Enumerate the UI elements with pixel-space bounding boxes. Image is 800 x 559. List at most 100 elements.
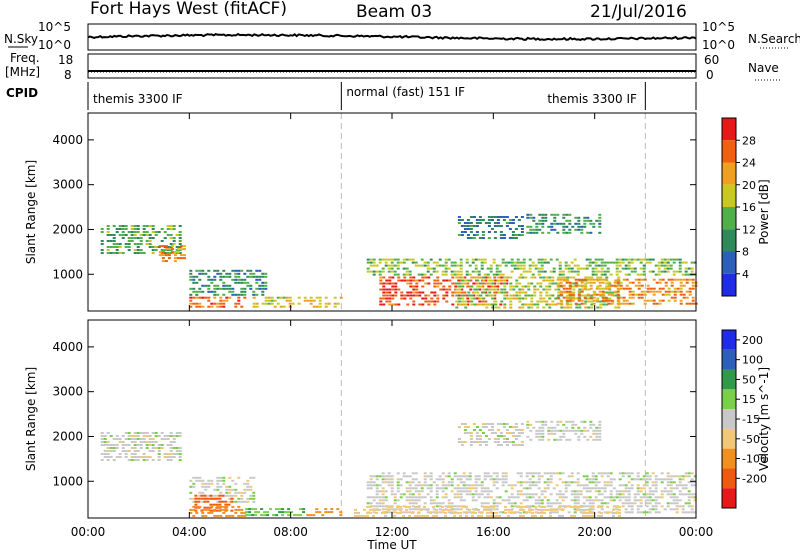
heatmap-cell [486, 267, 490, 270]
heatmap-cell [606, 472, 610, 475]
heatmap-cell [504, 508, 507, 511]
heatmap-cell [315, 508, 319, 511]
heatmap-cell [538, 228, 542, 231]
heatmap-cell [577, 429, 581, 432]
heatmap-cell [237, 505, 241, 508]
heatmap-cell [509, 306, 513, 309]
heatmap-cell [551, 294, 555, 297]
heatmap-cell [306, 299, 310, 302]
heatmap-cell [133, 435, 137, 437]
colorbar-segment [722, 118, 736, 141]
heatmap-cell [476, 303, 480, 306]
heatmap-cell [393, 496, 397, 499]
heatmap-cell [598, 216, 602, 219]
heatmap-cell [459, 505, 463, 508]
heatmap-cell [249, 485, 253, 488]
heatmap-cell [385, 294, 389, 297]
colorbar-segment [722, 389, 736, 410]
heatmap-cell [203, 494, 207, 497]
heatmap-cell [387, 478, 391, 481]
heatmap-cell [179, 254, 183, 257]
heatmap-cell [587, 300, 591, 303]
heatmap-cell [577, 278, 581, 281]
heatmap-cell [628, 281, 632, 284]
heatmap-cell [145, 441, 149, 443]
heatmap-cell [463, 225, 467, 227]
heatmap-cell [537, 273, 541, 276]
heatmap-cell [372, 261, 376, 264]
heatmap-cell [481, 423, 485, 425]
heatmap-cell [382, 291, 386, 294]
heatmap-cell [492, 502, 496, 505]
heatmap-cell [210, 511, 214, 514]
heatmap-cell [654, 502, 658, 505]
heatmap-cell [566, 276, 570, 279]
heatmap-cell [520, 444, 524, 446]
heatmap-cell [658, 287, 662, 290]
heatmap-cell [198, 290, 202, 293]
heatmap-cell [465, 484, 469, 487]
heatmap-cell [151, 252, 155, 254]
heatmap-cell [489, 475, 493, 478]
heatmap-cell [429, 511, 432, 514]
heatmap-cell [406, 303, 410, 306]
heatmap-cell [494, 300, 498, 303]
heatmap-cell [579, 490, 583, 493]
heatmap-cell [546, 261, 550, 264]
heatmap-cell [530, 306, 534, 309]
heatmap-cell [505, 222, 509, 224]
heatmap-cell [442, 297, 446, 300]
heatmap-cell [246, 269, 250, 272]
heatmap-cell [631, 293, 635, 296]
heatmap-cell [480, 502, 484, 505]
heatmap-cell [508, 432, 512, 434]
heatmap-cell [634, 284, 638, 287]
colorbar-segment [722, 140, 736, 163]
heatmap-cell [246, 500, 250, 503]
heatmap-cell [124, 450, 128, 452]
heatmap-cell [560, 276, 564, 279]
heatmap-cell [465, 508, 469, 511]
heatmap-cell [207, 284, 211, 287]
heatmap-cell [252, 272, 256, 275]
heatmap-cell [673, 296, 677, 299]
heatmap-cell [487, 231, 491, 233]
heatmap-cell [691, 296, 695, 299]
heatmap-cell [400, 279, 404, 282]
heatmap-cell [207, 290, 211, 293]
heatmap-cell [645, 475, 649, 478]
heatmap-cell [528, 496, 532, 499]
heatmap-cell [519, 490, 523, 493]
heatmap-cell [227, 503, 231, 506]
heatmap-cell [477, 475, 481, 478]
heatmap-cell [474, 484, 478, 487]
heatmap-cell [139, 432, 143, 434]
heatmap-cell [397, 303, 401, 306]
heatmap-cell [381, 502, 385, 505]
heatmap-cell [530, 300, 534, 303]
heatmap-cell [566, 306, 570, 309]
heatmap-cell [571, 429, 575, 432]
heatmap-cell [444, 264, 448, 267]
heatmap-cell [139, 240, 143, 242]
heatmap-cell [601, 293, 605, 296]
heatmap-cell [609, 478, 613, 481]
heatmap-cell [541, 216, 545, 219]
heatmap-cell [260, 514, 264, 517]
heatmap-cell [624, 499, 628, 502]
heatmap-cell [169, 225, 173, 227]
heatmap-cell [415, 294, 419, 297]
heatmap-cell [505, 291, 509, 294]
y-tick-label: 3000 [52, 385, 83, 399]
heatmap-cell [519, 481, 523, 484]
heatmap-cell [222, 284, 226, 287]
heatmap-cell [409, 279, 413, 282]
heatmap-cell [264, 287, 268, 290]
heatmap-cell [545, 279, 549, 282]
heatmap-cell [369, 264, 373, 267]
heatmap-cell [536, 282, 540, 285]
heatmap-cell [600, 499, 604, 502]
heatmap-cell [483, 490, 487, 493]
heatmap-cell [592, 438, 596, 441]
heatmap-cell [618, 508, 621, 511]
